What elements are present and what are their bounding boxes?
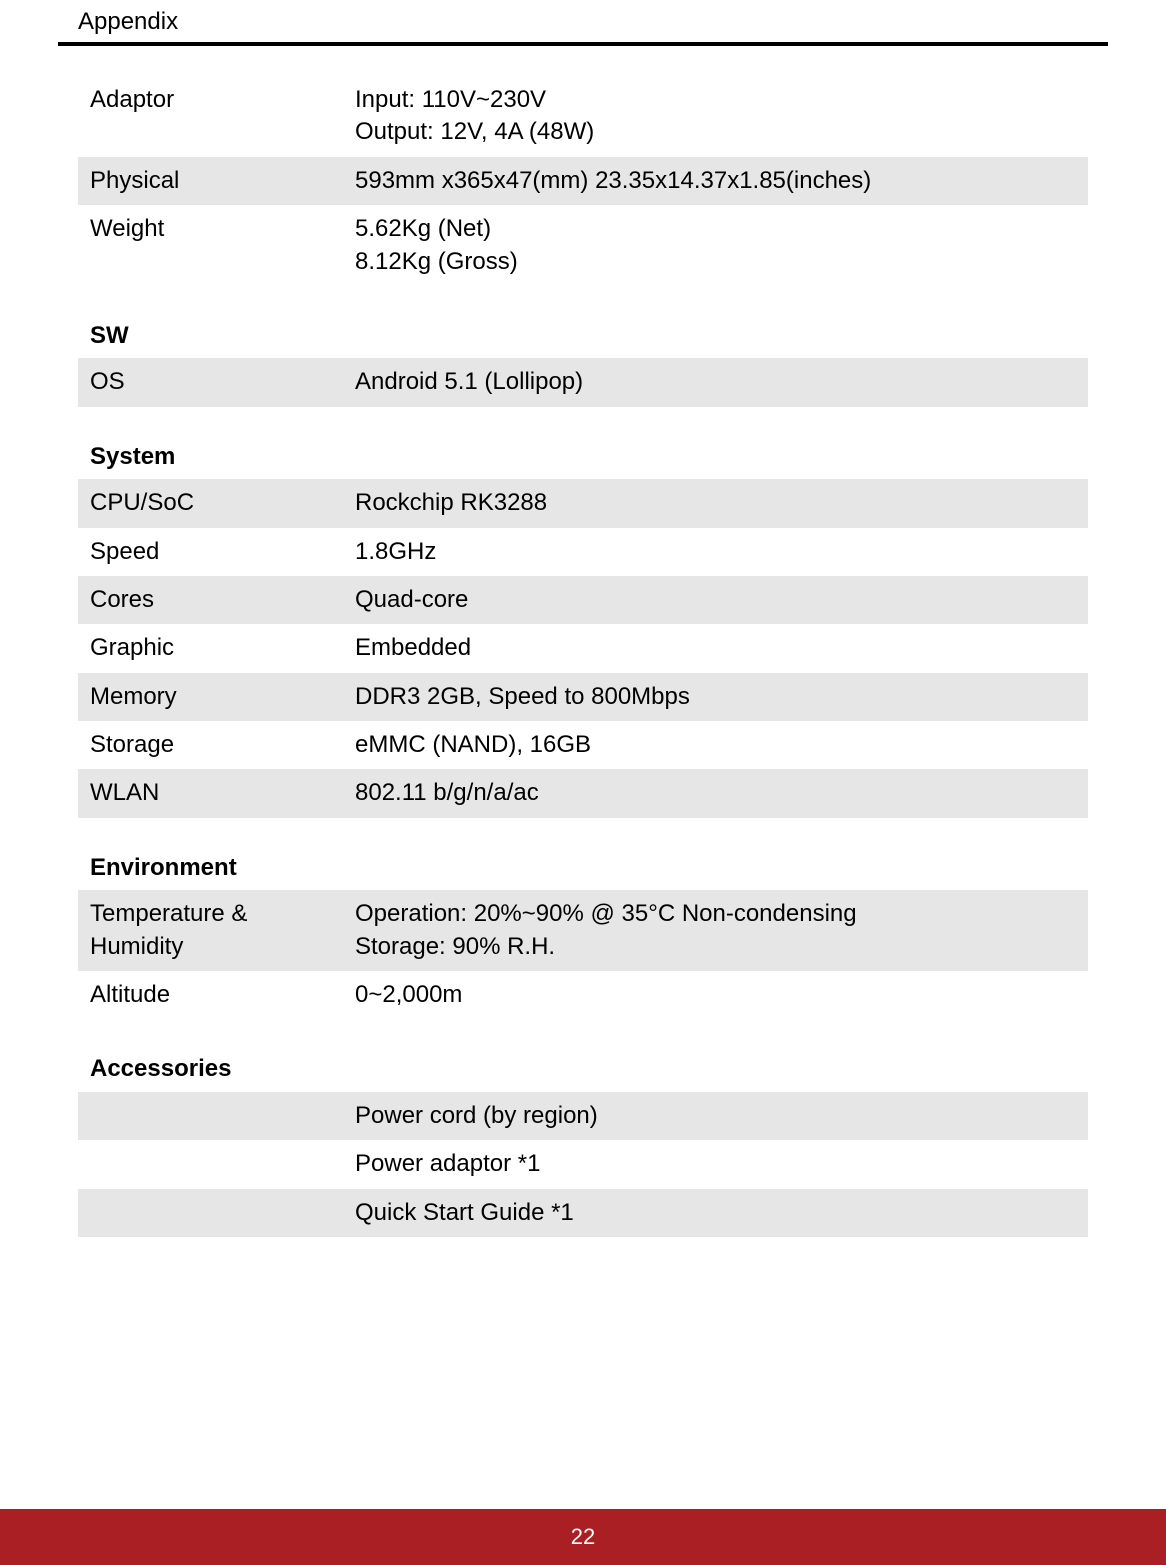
- row-label: Weight: [78, 205, 343, 286]
- table-row: Quick Start Guide *1: [78, 1189, 1088, 1237]
- section-heading-row: Environment: [78, 818, 1088, 890]
- table-row: Physical593mm x365x47(mm) 23.35x14.37x1.…: [78, 157, 1088, 205]
- section-heading: System: [78, 407, 1088, 479]
- row-value: Power cord (by region): [343, 1092, 1088, 1140]
- content-area: AdaptorInput: 110V~230VOutput: 12V, 4A (…: [0, 46, 1166, 1237]
- table-row: WLAN802.11 b/g/n/a/ac: [78, 769, 1088, 817]
- table-row: CPU/SoCRockchip RK3288: [78, 479, 1088, 527]
- section-heading: Accessories: [78, 1019, 1088, 1091]
- row-value: Rockchip RK3288: [343, 479, 1088, 527]
- row-value: eMMC (NAND), 16GB: [343, 721, 1088, 769]
- section-heading-row: SW: [78, 286, 1088, 358]
- table-row: MemoryDDR3 2GB, Speed to 800Mbps: [78, 673, 1088, 721]
- row-value: 0~2,000m: [343, 971, 1088, 1019]
- row-label: Cores: [78, 576, 343, 624]
- table-row: Power adaptor *1: [78, 1140, 1088, 1188]
- row-label: Storage: [78, 721, 343, 769]
- page-header-title: Appendix: [0, 0, 1166, 42]
- row-label: Physical: [78, 157, 343, 205]
- row-label: [78, 1092, 343, 1140]
- row-label: Temperature & Humidity: [78, 890, 343, 971]
- row-label: Memory: [78, 673, 343, 721]
- row-label: [78, 1140, 343, 1188]
- row-value: Operation: 20%~90% @ 35°C Non-condensing…: [343, 890, 1088, 971]
- row-value: Input: 110V~230VOutput: 12V, 4A (48W): [343, 76, 1088, 157]
- section-heading-row: System: [78, 407, 1088, 479]
- table-row: Altitude0~2,000m: [78, 971, 1088, 1019]
- section-heading: Environment: [78, 818, 1088, 890]
- row-label: CPU/SoC: [78, 479, 343, 527]
- section-heading-row: Accessories: [78, 1019, 1088, 1091]
- spec-table: AdaptorInput: 110V~230VOutput: 12V, 4A (…: [78, 76, 1088, 1237]
- table-row: AdaptorInput: 110V~230VOutput: 12V, 4A (…: [78, 76, 1088, 157]
- table-row: CoresQuad-core: [78, 576, 1088, 624]
- row-value: 1.8GHz: [343, 528, 1088, 576]
- row-label: WLAN: [78, 769, 343, 817]
- page-number: 22: [571, 1524, 595, 1549]
- row-value: Quad-core: [343, 576, 1088, 624]
- table-row: StorageeMMC (NAND), 16GB: [78, 721, 1088, 769]
- row-value: DDR3 2GB, Speed to 800Mbps: [343, 673, 1088, 721]
- row-value: 5.62Kg (Net)8.12Kg (Gross): [343, 205, 1088, 286]
- row-label: Altitude: [78, 971, 343, 1019]
- row-label: Adaptor: [78, 76, 343, 157]
- table-row: OSAndroid 5.1 (Lollipop): [78, 358, 1088, 406]
- footer-bar: 22: [0, 1509, 1166, 1565]
- row-value: Embedded: [343, 624, 1088, 672]
- table-row: Weight5.62Kg (Net)8.12Kg (Gross): [78, 205, 1088, 286]
- row-label: OS: [78, 358, 343, 406]
- row-value: 802.11 b/g/n/a/ac: [343, 769, 1088, 817]
- table-row: Power cord (by region): [78, 1092, 1088, 1140]
- table-row: Speed1.8GHz: [78, 528, 1088, 576]
- row-label: [78, 1189, 343, 1237]
- section-heading: SW: [78, 286, 1088, 358]
- table-row: GraphicEmbedded: [78, 624, 1088, 672]
- row-value: 593mm x365x47(mm) 23.35x14.37x1.85(inche…: [343, 157, 1088, 205]
- row-value: Power adaptor *1: [343, 1140, 1088, 1188]
- row-value: Quick Start Guide *1: [343, 1189, 1088, 1237]
- row-label: Speed: [78, 528, 343, 576]
- row-value: Android 5.1 (Lollipop): [343, 358, 1088, 406]
- row-label: Graphic: [78, 624, 343, 672]
- table-row: Temperature & HumidityOperation: 20%~90%…: [78, 890, 1088, 971]
